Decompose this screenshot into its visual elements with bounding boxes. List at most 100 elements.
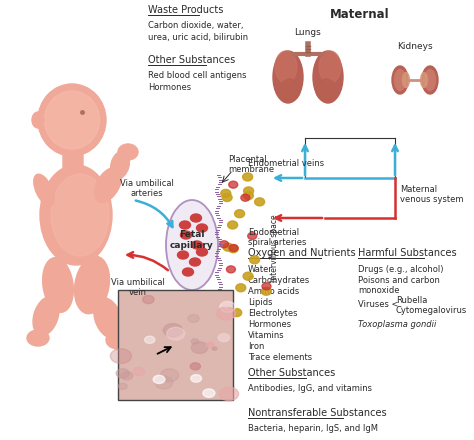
Ellipse shape [273, 51, 303, 103]
Text: Hormones: Hormones [248, 320, 291, 329]
Ellipse shape [223, 243, 233, 251]
Ellipse shape [38, 84, 106, 156]
Ellipse shape [121, 372, 133, 380]
Text: Other Substances: Other Substances [248, 368, 335, 378]
Ellipse shape [220, 301, 236, 312]
Text: Carbohydrates: Carbohydrates [248, 276, 310, 285]
Ellipse shape [228, 221, 237, 229]
FancyBboxPatch shape [63, 151, 83, 169]
Ellipse shape [248, 232, 257, 239]
Text: Red blood cell antigens
Hormones: Red blood cell antigens Hormones [148, 71, 246, 92]
Text: Poisons and carbon: Poisons and carbon [358, 276, 440, 285]
Ellipse shape [33, 297, 59, 335]
Ellipse shape [118, 144, 138, 160]
Text: Lungs: Lungs [295, 28, 321, 37]
Ellipse shape [180, 221, 191, 229]
Ellipse shape [235, 210, 245, 218]
Text: Electrolytes: Electrolytes [248, 309, 298, 318]
Ellipse shape [177, 251, 189, 259]
Ellipse shape [43, 258, 73, 312]
Text: monoxide: monoxide [358, 286, 400, 295]
Ellipse shape [229, 181, 238, 188]
Text: Rubella: Rubella [396, 296, 428, 305]
Text: Drugs (e.g., alcohol): Drugs (e.g., alcohol) [358, 265, 444, 274]
Ellipse shape [197, 224, 208, 232]
Text: Kidneys: Kidneys [397, 42, 433, 51]
Ellipse shape [94, 298, 122, 338]
Ellipse shape [221, 189, 231, 198]
Ellipse shape [392, 66, 408, 94]
Ellipse shape [40, 165, 112, 265]
Ellipse shape [232, 308, 242, 317]
Text: Placental
membrane: Placental membrane [228, 155, 274, 174]
Ellipse shape [116, 369, 129, 378]
Ellipse shape [118, 383, 127, 389]
Text: Intervillous space: Intervillous space [271, 214, 280, 282]
Ellipse shape [110, 151, 129, 179]
Ellipse shape [197, 248, 208, 256]
Text: Antibodies, IgG, and vitamins: Antibodies, IgG, and vitamins [248, 384, 372, 393]
Text: Endometrial veins: Endometrial veins [248, 159, 324, 168]
Ellipse shape [316, 79, 336, 101]
Text: Trace elements: Trace elements [248, 353, 312, 362]
Ellipse shape [219, 241, 228, 248]
Ellipse shape [34, 174, 54, 206]
Ellipse shape [229, 245, 238, 252]
Ellipse shape [215, 303, 224, 310]
Ellipse shape [190, 363, 201, 370]
Text: Amino acids: Amino acids [248, 287, 299, 296]
Ellipse shape [206, 342, 214, 348]
Ellipse shape [222, 194, 232, 202]
Ellipse shape [32, 112, 44, 128]
Ellipse shape [167, 327, 185, 340]
Ellipse shape [243, 191, 254, 200]
Ellipse shape [216, 308, 226, 316]
Text: Via umbilical
vein: Via umbilical vein [111, 278, 165, 297]
Text: Maternal: Maternal [330, 8, 390, 21]
Ellipse shape [227, 266, 236, 273]
Text: Waste Products: Waste Products [148, 5, 223, 15]
Ellipse shape [153, 375, 165, 384]
Ellipse shape [133, 367, 145, 376]
Ellipse shape [217, 307, 236, 320]
Text: Fetal
capillary: Fetal capillary [170, 230, 214, 249]
Ellipse shape [218, 334, 230, 342]
Ellipse shape [394, 70, 405, 91]
Ellipse shape [182, 268, 193, 276]
Text: Bacteria, heparin, IgS, and IgM: Bacteria, heparin, IgS, and IgM [248, 424, 378, 433]
Text: Carbon dioxide, water,
urea, uric acid, bilirubin: Carbon dioxide, water, urea, uric acid, … [148, 21, 248, 42]
Ellipse shape [319, 51, 341, 83]
Text: Oxygen and Nutrients: Oxygen and Nutrients [248, 248, 356, 258]
Ellipse shape [402, 73, 410, 88]
Ellipse shape [143, 296, 154, 304]
Ellipse shape [243, 272, 253, 280]
Ellipse shape [164, 323, 182, 337]
Ellipse shape [181, 231, 191, 239]
Ellipse shape [243, 173, 253, 181]
Ellipse shape [244, 187, 254, 195]
Ellipse shape [166, 200, 218, 290]
Ellipse shape [313, 51, 343, 103]
Text: Lipids: Lipids [248, 298, 273, 307]
Ellipse shape [191, 342, 208, 353]
Ellipse shape [219, 387, 238, 401]
Ellipse shape [45, 91, 100, 149]
Text: Toxoplasma gondii: Toxoplasma gondii [358, 320, 437, 329]
Ellipse shape [255, 198, 264, 206]
Text: Nontransferable Substances: Nontransferable Substances [248, 408, 387, 418]
Ellipse shape [51, 174, 109, 256]
Ellipse shape [191, 339, 199, 344]
Ellipse shape [216, 296, 226, 304]
Text: Other Substances: Other Substances [148, 55, 235, 65]
Ellipse shape [160, 369, 179, 381]
Ellipse shape [191, 374, 201, 382]
Ellipse shape [214, 312, 224, 319]
Text: Via umbilical
arteries: Via umbilical arteries [120, 179, 174, 198]
Ellipse shape [422, 66, 438, 94]
Ellipse shape [155, 376, 173, 389]
Text: Water: Water [248, 265, 273, 274]
Ellipse shape [236, 284, 246, 292]
Ellipse shape [106, 331, 130, 349]
Ellipse shape [74, 256, 109, 314]
Ellipse shape [261, 287, 271, 295]
